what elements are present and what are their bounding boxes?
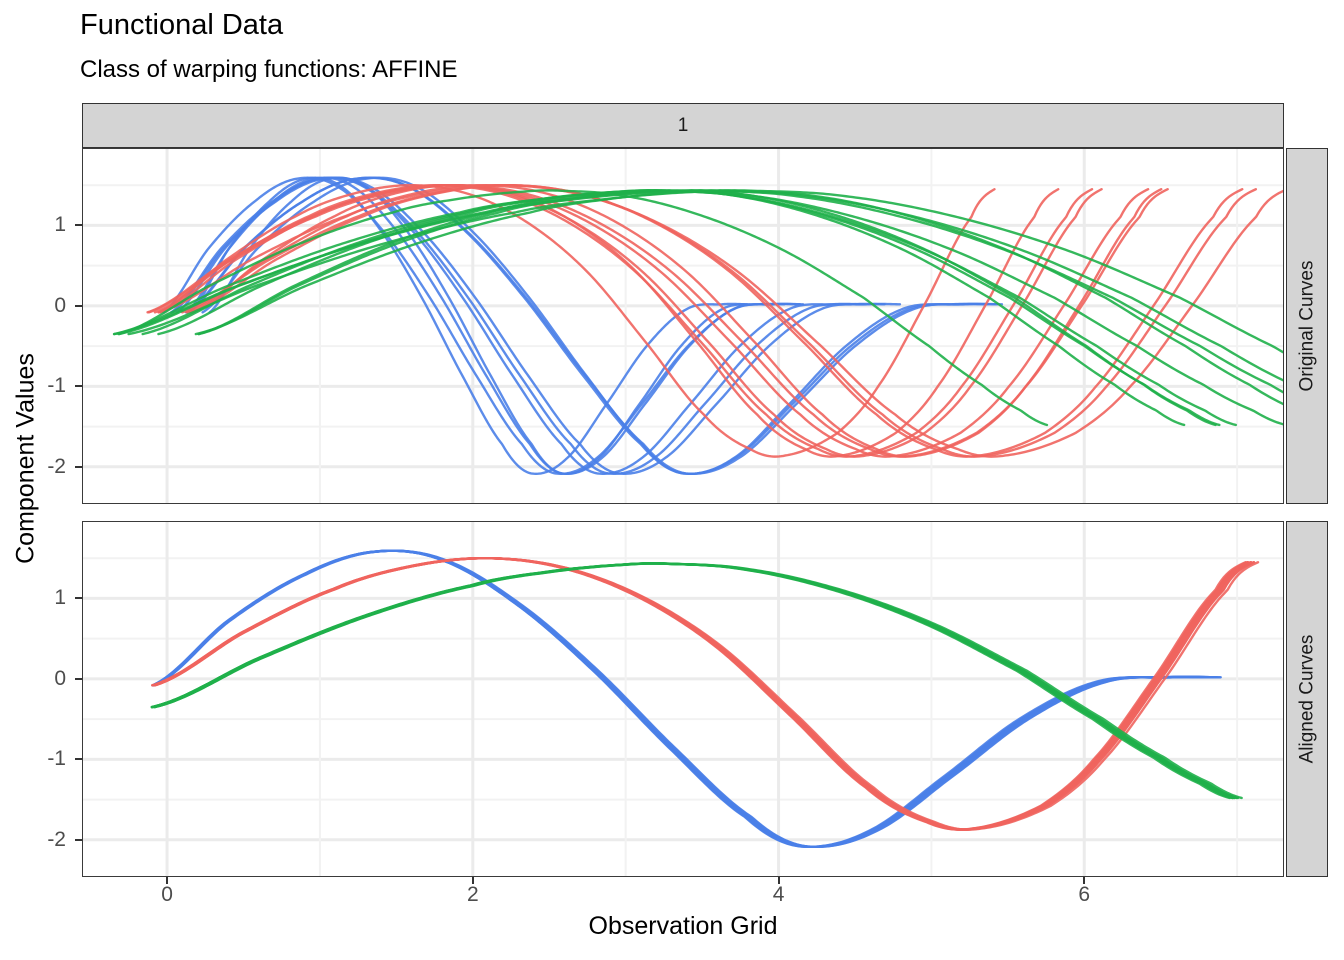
panel-original-curves <box>82 148 1284 504</box>
facet-strip-right-original-label: Original Curves <box>1296 260 1317 392</box>
curve-group-1 <box>208 176 786 475</box>
y-tick-mark <box>75 465 82 468</box>
x-tick-label: 4 <box>772 883 785 906</box>
y-tick-mark <box>75 677 82 680</box>
curve-group-2 <box>180 183 1258 458</box>
y-tick-label: 1 <box>54 586 66 610</box>
panel-aligned-svg <box>83 522 1283 876</box>
curve-group-1 <box>169 176 886 475</box>
curve-group-1 <box>186 176 998 475</box>
x-tick-label: 6 <box>1078 883 1091 906</box>
y-tick-label: 0 <box>54 293 66 317</box>
page-subtitle: Class of warping functions: AFFINE <box>80 56 458 83</box>
panel-original-svg <box>83 149 1283 503</box>
curve-group-2 <box>151 556 1256 831</box>
facet-strip-right-aligned: Aligned Curves <box>1286 521 1328 877</box>
y-tick-mark <box>75 597 82 600</box>
curve-group-1 <box>171 176 902 475</box>
x-tick-mark <box>471 877 474 884</box>
axis-label-y: Component Values <box>11 353 40 564</box>
y-tick-label: -1 <box>47 374 66 398</box>
curve-group-3 <box>151 562 1234 800</box>
y-tick-mark <box>75 838 82 841</box>
y-tick-label: -1 <box>47 747 66 771</box>
facet-strip-right-aligned-label: Aligned Curves <box>1296 634 1317 764</box>
facet-strip-top: 1 <box>82 103 1284 148</box>
y-tick-label: 1 <box>54 213 66 237</box>
y-tick-label: -2 <box>47 827 66 851</box>
curve-group-2 <box>189 183 1244 458</box>
curve-group-2 <box>157 183 996 458</box>
x-tick-mark <box>166 877 169 884</box>
curve-group-1 <box>162 176 805 475</box>
curve-group-2 <box>153 183 1094 458</box>
axis-label-x: Observation Grid <box>588 912 778 940</box>
facet-strip-right-original: Original Curves <box>1286 148 1328 504</box>
curve-group-1 <box>152 549 1211 848</box>
y-tick-label: -2 <box>47 454 66 478</box>
curve-group-2 <box>158 183 1283 458</box>
x-tick-mark <box>777 877 780 884</box>
y-tick-label: 0 <box>54 666 66 690</box>
y-tick-mark <box>75 304 82 307</box>
x-tick-mark <box>1083 877 1086 884</box>
curve-group-2 <box>147 183 1169 458</box>
x-tick-label: 0 <box>161 883 173 906</box>
curve-group-3 <box>117 189 1049 427</box>
panel-aligned-curves <box>82 521 1284 877</box>
curve-group-2 <box>146 183 1150 458</box>
y-tick-mark <box>75 385 82 388</box>
page-title: Functional Data <box>80 9 284 41</box>
x-tick-label: 2 <box>466 883 479 906</box>
facet-strip-top-label: 1 <box>677 114 689 136</box>
y-tick-mark <box>75 224 82 227</box>
curve-group-1 <box>188 176 749 475</box>
curve-group-3 <box>127 189 1283 354</box>
y-tick-mark <box>75 758 82 761</box>
